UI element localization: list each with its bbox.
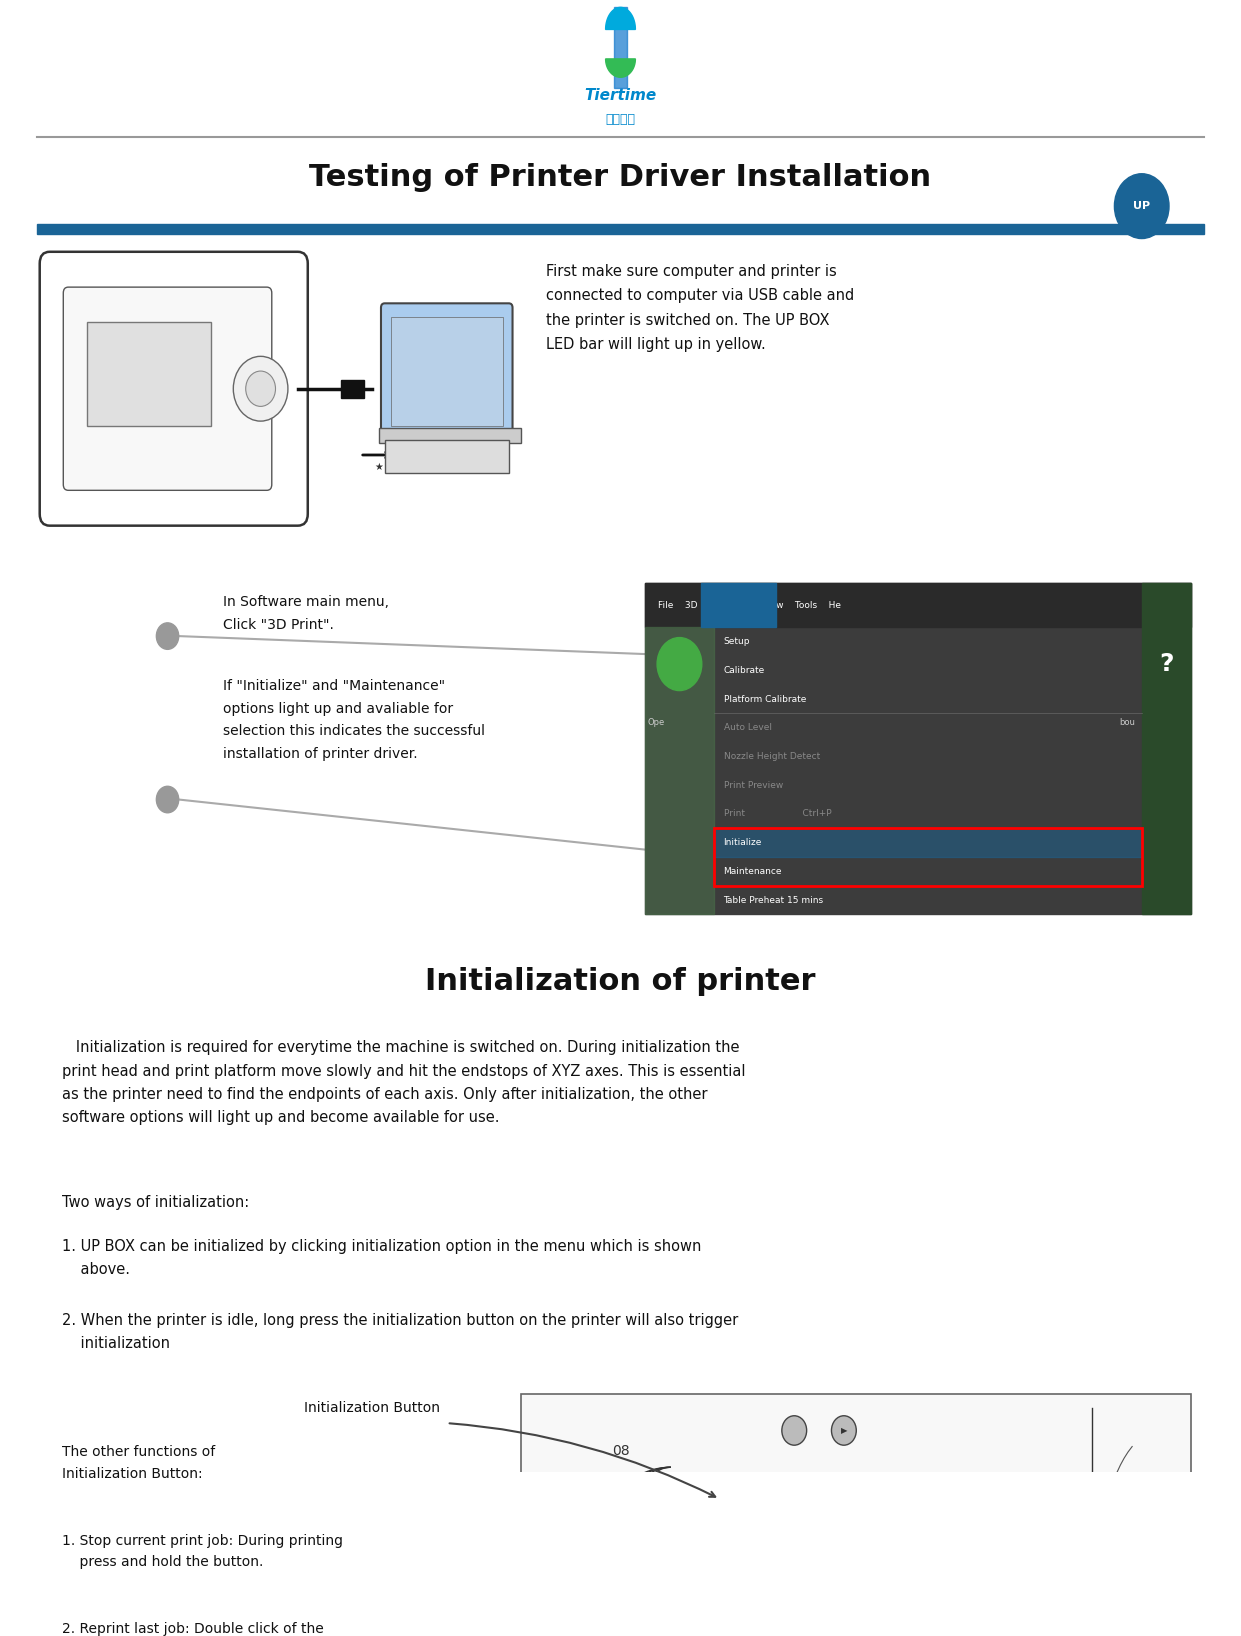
Text: 1. Stop current print job: During printing
    press and hold the button.: 1. Stop current print job: During printi… — [62, 1533, 343, 1569]
Bar — [645, 582, 1191, 915]
Circle shape — [156, 623, 179, 649]
Circle shape — [1024, 1562, 1111, 1636]
Bar — [341, 380, 364, 398]
Bar — [645, 627, 714, 915]
Bar — [1142, 582, 1191, 915]
Text: Two ways of initialization:: Two ways of initialization: — [62, 1194, 249, 1211]
Text: Auto Level: Auto Level — [724, 723, 772, 733]
Text: Testing of Printer Driver Installation: Testing of Printer Driver Installation — [309, 164, 932, 193]
Circle shape — [1005, 1541, 1129, 1636]
FancyBboxPatch shape — [381, 303, 513, 437]
Bar — [645, 582, 1191, 627]
Text: ★: ★ — [374, 461, 383, 471]
Text: 2. When the printer is idle, long press the initialization button on the printer: 2. When the printer is idle, long press … — [62, 1312, 738, 1351]
FancyBboxPatch shape — [40, 252, 308, 525]
Bar — [379, 429, 521, 443]
Text: Print                    Ctrl+P: Print Ctrl+P — [724, 810, 831, 818]
Circle shape — [1049, 1592, 1086, 1636]
Text: 2. Reprint last job: Double click of the
    button.: 2. Reprint last job: Double click of the… — [62, 1621, 324, 1636]
Text: If "Initialize" and "Maintenance"
options light up and avaliable for
selection t: If "Initialize" and "Maintenance" option… — [223, 679, 485, 761]
Circle shape — [156, 787, 179, 813]
Bar — [37, 224, 1204, 234]
Text: 太尔时代: 太尔时代 — [606, 113, 635, 126]
Text: UP: UP — [1133, 201, 1150, 211]
Text: ?: ? — [1159, 653, 1174, 676]
Circle shape — [658, 638, 701, 690]
Text: Initialize: Initialize — [724, 838, 762, 847]
Bar — [521, 1394, 1191, 1636]
Text: Tiertime: Tiertime — [585, 88, 656, 103]
Circle shape — [233, 357, 288, 420]
Bar — [391, 317, 503, 425]
Text: Maintenance: Maintenance — [724, 867, 782, 875]
Text: Platform Calibrate: Platform Calibrate — [724, 695, 805, 703]
Bar — [714, 828, 1142, 857]
Text: The other functions of
Initialization Button:: The other functions of Initialization Bu… — [62, 1445, 215, 1481]
Circle shape — [782, 1415, 807, 1445]
Circle shape — [1114, 173, 1169, 239]
Text: Initialization Button: Initialization Button — [304, 1400, 441, 1415]
Text: File    3D Print    Edit    View    Tools    He: File 3D Print Edit View Tools He — [658, 600, 840, 610]
Polygon shape — [606, 59, 635, 77]
Text: 08: 08 — [612, 1443, 629, 1458]
Text: Calibrate: Calibrate — [724, 666, 764, 674]
FancyBboxPatch shape — [63, 288, 272, 491]
Text: First make sure computer and printer is
connected to computer via USB cable and
: First make sure computer and printer is … — [546, 263, 854, 352]
Text: 1. UP BOX can be initialized by clicking initialization option in the menu which: 1. UP BOX can be initialized by clicking… — [62, 1238, 701, 1278]
Text: Table Preheat 15 mins: Table Preheat 15 mins — [724, 895, 824, 905]
Bar — [714, 828, 1142, 885]
Text: Print Preview: Print Preview — [724, 780, 783, 790]
Bar — [87, 322, 211, 425]
Text: ▶: ▶ — [840, 1427, 848, 1435]
Text: Nozzle Height Detect: Nozzle Height Detect — [724, 753, 820, 761]
Text: bou: bou — [1119, 718, 1136, 728]
Circle shape — [692, 1503, 772, 1598]
Polygon shape — [606, 8, 635, 29]
Circle shape — [831, 1415, 856, 1445]
Bar — [385, 440, 509, 473]
Text: In Software main menu,
Click "3D Print".: In Software main menu, Click "3D Print". — [223, 596, 390, 631]
Bar — [701, 582, 776, 627]
Circle shape — [246, 371, 276, 406]
Circle shape — [1062, 1564, 1072, 1575]
Text: Ope: Ope — [648, 718, 665, 728]
Text: Setup: Setup — [724, 636, 750, 646]
Bar — [614, 8, 627, 88]
Circle shape — [705, 1518, 759, 1584]
Text: Initialization of printer: Initialization of printer — [426, 967, 815, 996]
Text: Initialization is required for everytime the machine is switched on. During init: Initialization is required for everytime… — [62, 1040, 746, 1126]
